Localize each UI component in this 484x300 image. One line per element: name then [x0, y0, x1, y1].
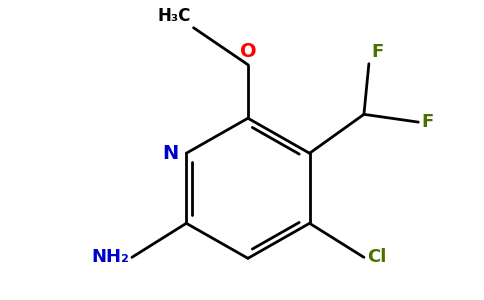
Text: N: N [162, 144, 179, 163]
Text: F: F [421, 113, 434, 131]
Text: H₃C: H₃C [157, 7, 191, 25]
Text: O: O [240, 42, 256, 61]
Text: NH₂: NH₂ [91, 248, 129, 266]
Text: Cl: Cl [367, 248, 386, 266]
Text: F: F [372, 43, 384, 61]
